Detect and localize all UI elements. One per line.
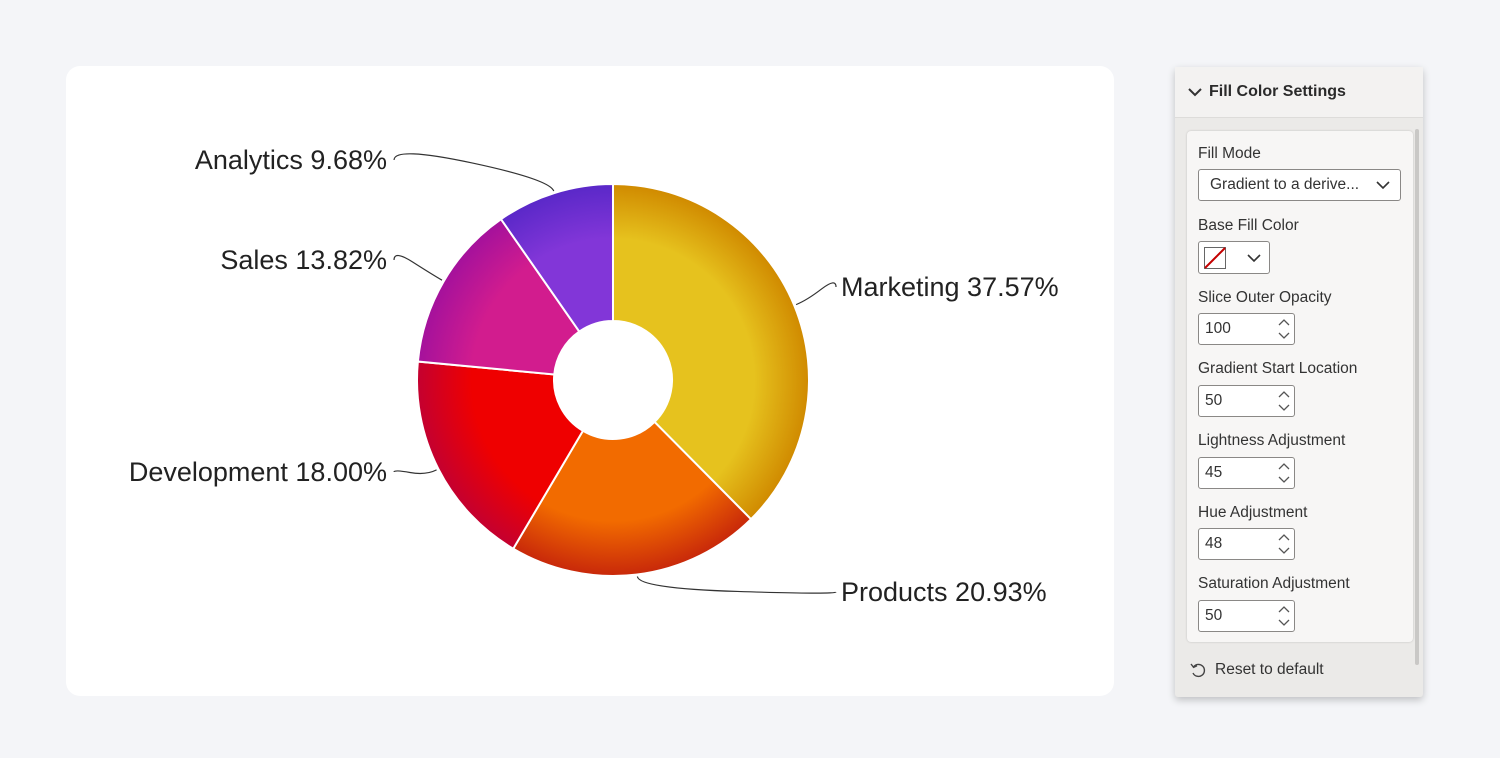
chevron-down-icon[interactable]	[1278, 475, 1290, 484]
slice-outer-opacity-input[interactable]: 100	[1198, 313, 1295, 345]
chevron-up-icon[interactable]	[1278, 462, 1290, 471]
chart-card: Marketing 37.57% Products 20.93% Developme…	[66, 66, 1114, 696]
fill-mode-value: Gradient to a derive...	[1210, 176, 1360, 193]
data-label-development: Development 18.00%	[129, 457, 387, 487]
chevron-up-icon[interactable]	[1278, 390, 1290, 399]
chevron-down-icon[interactable]	[1278, 331, 1290, 340]
hue-adjustment-input[interactable]: 48	[1198, 528, 1295, 560]
data-label-sales: Sales 13.82%	[220, 245, 387, 275]
slice-marketing[interactable]	[612, 182, 810, 521]
undo-icon	[1189, 661, 1207, 679]
lightness-adjustment-value: 45	[1205, 464, 1223, 481]
panel-body: Fill Mode Gradient to a derive... Base F…	[1187, 131, 1413, 642]
base-fill-color-label: Base Fill Color	[1198, 217, 1299, 234]
leader-line-analytics	[393, 153, 555, 192]
reset-label: Reset to default	[1215, 661, 1324, 678]
hue-adjustment-value: 48	[1205, 535, 1223, 552]
chevron-down-icon	[1246, 252, 1262, 264]
saturation-adjustment-input[interactable]: 50	[1198, 600, 1295, 632]
panel-title: Fill Color Settings	[1209, 83, 1346, 100]
no-color-swatch-icon	[1204, 247, 1226, 274]
slice-products[interactable]	[511, 420, 753, 577]
reset-to-default-button[interactable]: Reset to default	[1189, 661, 1324, 679]
hue-adjustment-label: Hue Adjustment	[1198, 504, 1308, 521]
chevron-down-icon[interactable]	[1278, 546, 1290, 555]
chevron-down-icon[interactable]	[1187, 86, 1203, 98]
leader-line-products	[636, 576, 837, 594]
chevron-up-icon[interactable]	[1278, 533, 1290, 542]
base-fill-color-picker[interactable]	[1198, 241, 1270, 274]
leader-line-marketing	[795, 282, 837, 306]
fill-mode-dropdown[interactable]: Gradient to a derive...	[1198, 169, 1401, 201]
chevron-down-icon[interactable]	[1278, 618, 1290, 627]
slice-development[interactable]	[416, 360, 585, 551]
panel-scrollbar[interactable]	[1415, 129, 1419, 665]
donut-chart: Marketing 37.57% Products 20.93% Developme…	[129, 145, 1059, 607]
data-label-products: Products 20.93%	[841, 577, 1047, 607]
slice-analytics[interactable]	[499, 182, 614, 333]
lightness-adjustment-input[interactable]: 45	[1198, 457, 1295, 489]
slice-outer-opacity-value: 100	[1205, 320, 1231, 337]
saturation-adjustment-label: Saturation Adjustment	[1198, 575, 1350, 592]
gradient-start-location-label: Gradient Start Location	[1198, 360, 1358, 377]
chevron-down-icon	[1375, 179, 1391, 191]
lightness-adjustment-label: Lightness Adjustment	[1198, 432, 1346, 449]
data-label-marketing: Marketing 37.57%	[841, 272, 1059, 302]
saturation-adjustment-value: 50	[1205, 607, 1223, 624]
leader-line-sales	[393, 254, 443, 281]
leader-line-development	[393, 469, 437, 475]
slice-sales[interactable]	[416, 217, 581, 376]
slice-outer-opacity-label: Slice Outer Opacity	[1198, 289, 1332, 306]
gradient-start-location-value: 50	[1205, 392, 1223, 409]
gradient-start-location-input[interactable]: 50	[1198, 385, 1295, 417]
chevron-down-icon[interactable]	[1278, 403, 1290, 412]
data-label-analytics: Analytics 9.68%	[195, 145, 387, 175]
chevron-up-icon[interactable]	[1278, 318, 1290, 327]
fill-mode-label: Fill Mode	[1198, 145, 1261, 162]
panel-header[interactable]: Fill Color Settings	[1175, 67, 1423, 118]
fill-color-settings-panel: Fill Color Settings Fill Mode Gradient t…	[1175, 67, 1423, 697]
chevron-up-icon[interactable]	[1278, 605, 1290, 614]
